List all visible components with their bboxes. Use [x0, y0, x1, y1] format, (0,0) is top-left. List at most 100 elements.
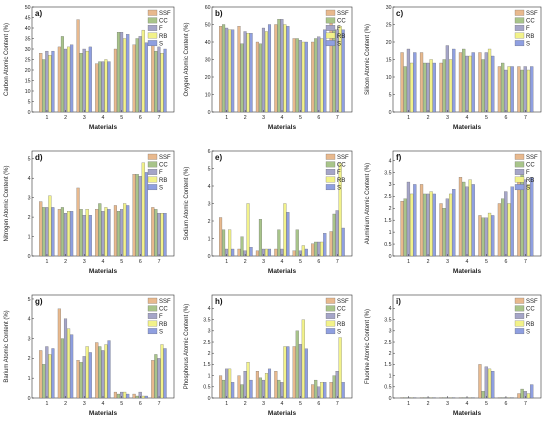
bar-s-7: [530, 384, 534, 399]
legend-swatch-ssf: [325, 153, 336, 160]
y-tick-label: 0: [208, 396, 211, 402]
bar-rb-5: [123, 38, 127, 113]
panel-letter: e): [215, 153, 222, 162]
bar-rb-2: [67, 211, 71, 257]
y-tick-label: 0.5: [203, 385, 210, 391]
x-tick-label-6: 6: [139, 401, 142, 407]
bar-rb-6: [141, 29, 145, 113]
bar-rb-5: [301, 319, 305, 399]
x-tick-label-2: 2: [64, 115, 67, 121]
x-tick-label-5: 5: [120, 259, 123, 265]
y-axis-label: Silicon Atomic Content (%): [365, 24, 371, 95]
legend-swatch-cc: [514, 161, 525, 168]
legend-label-s: S: [337, 185, 341, 191]
y-tick-label: 40: [25, 26, 31, 32]
bar-cc-1: [403, 198, 407, 257]
y-tick-label: 3: [389, 182, 392, 188]
bar-rb-5: [487, 368, 492, 399]
y-tick-label: 3: [208, 201, 211, 207]
y-tick-label: 4: [389, 306, 392, 312]
bar-rb-4: [283, 24, 287, 113]
bar-cc-7: [520, 174, 524, 257]
bar-cc-6: [314, 379, 318, 399]
bar-s-7: [530, 177, 534, 257]
bar-s-6: [510, 186, 514, 257]
bar-f-5: [484, 217, 488, 257]
legend-swatch-s: [514, 184, 525, 191]
legend-swatch-cc: [325, 161, 336, 168]
bar-cc-4: [462, 181, 466, 257]
bar-s-4: [471, 184, 475, 257]
x-tick-label-2: 2: [244, 115, 247, 121]
bar-rb-5: [301, 41, 305, 113]
bar-rb-4: [104, 207, 108, 257]
y-tick-label: 0: [28, 254, 31, 260]
bar-cc-5: [295, 38, 299, 113]
y-tick-label: 50: [205, 22, 211, 28]
plot-frame: [211, 150, 353, 257]
y-axis-label: Aluminium Atomic Content (%): [365, 163, 371, 244]
legend-swatch-f: [325, 313, 336, 319]
bar-f-2: [426, 193, 430, 257]
y-tick-label: 1: [28, 234, 31, 240]
panel-letter: a): [35, 9, 42, 18]
x-tick-label-3: 3: [83, 259, 86, 265]
bar-rb-7: [160, 213, 164, 257]
y-axis-label: Phosphorus Atomic Content (%): [184, 304, 190, 389]
y-tick-label: 5: [28, 157, 31, 163]
y-tick-label: 10: [205, 92, 211, 98]
bar-f-1: [225, 27, 229, 113]
y-tick-label: 4: [208, 184, 211, 190]
bar-ssf-6: [132, 174, 136, 257]
bar-cc-7: [332, 375, 336, 399]
bar-f-2: [63, 318, 68, 399]
x-axis-label: Materials: [89, 124, 118, 131]
bar-ssf-1: [39, 201, 43, 257]
bar-ssf-7: [517, 393, 521, 399]
y-tick-label: 4: [28, 317, 31, 323]
bar-cc-4: [98, 203, 102, 257]
bar-s-7: [530, 66, 534, 113]
bar-rb-2: [246, 203, 250, 257]
y-tick-label: 4: [389, 158, 392, 164]
x-tick-label-3: 3: [83, 115, 86, 121]
legend-label-rb: RB: [337, 178, 345, 184]
x-tick-label-3: 3: [262, 259, 265, 265]
bar-s-5: [126, 393, 130, 399]
bar-rb-4: [104, 59, 108, 113]
bar-ssf-4: [95, 63, 99, 113]
y-tick-label: 2: [208, 351, 211, 357]
y-tick-label: 3.5: [384, 317, 391, 323]
bar-rb-3: [85, 209, 89, 257]
panel-letter: i): [396, 297, 401, 306]
bar-cc-3: [79, 53, 83, 113]
x-axis-label: Materials: [453, 124, 482, 131]
bar-rb-7: [160, 344, 164, 399]
bar-rb-7: [338, 337, 342, 399]
y-tick-label: 5: [389, 92, 392, 98]
bar-rb-1: [48, 55, 52, 113]
bar-f-1: [45, 346, 49, 399]
chart-panel-5: 0 1 2 3 4 5 6 1 2 3 4 5 6 7 Materials Sodium Atomic Con…: [184, 149, 353, 275]
bar-f-4: [280, 382, 284, 399]
bar-ssf-1: [219, 375, 223, 399]
legend-label-ssf: SSF: [159, 11, 171, 17]
legend-label-f: F: [526, 314, 530, 320]
bar-ssf-2: [57, 209, 61, 257]
bar-ssf-5: [478, 52, 482, 113]
bar-s-2: [249, 33, 253, 113]
y-axis-label: Barium Atomic Content (%): [4, 310, 10, 382]
y-tick-label: 10: [386, 75, 392, 81]
bar-rb-2: [246, 362, 250, 399]
bar-cc-4: [98, 61, 102, 113]
bar-cc-5: [116, 32, 121, 113]
bar-cc-2: [240, 384, 244, 399]
bar-rb-1: [228, 229, 232, 257]
x-tick-label-2: 2: [64, 259, 67, 265]
chart-panel-7: 0 1 2 3 4 5 1 2 3 4 5 6 7 Materials Barium Atomic Cont…: [4, 294, 175, 417]
x-tick-label-1: 1: [46, 115, 49, 121]
x-tick-label-2: 2: [244, 401, 247, 407]
bar-f-3: [261, 27, 265, 113]
x-tick-label-7: 7: [524, 401, 527, 407]
y-tick-label: 20: [386, 40, 392, 46]
